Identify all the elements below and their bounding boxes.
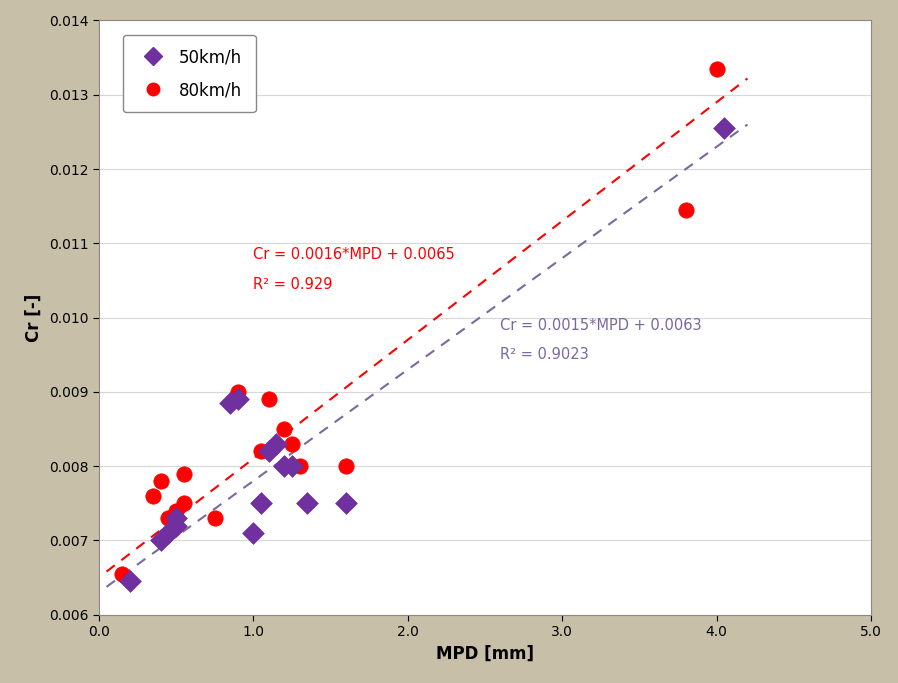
Text: Cr = 0.0015*MPD + 0.0063: Cr = 0.0015*MPD + 0.0063 [500, 318, 702, 333]
50km/h [718, 123, 732, 134]
50km/h [231, 394, 245, 405]
50km/h [269, 438, 284, 449]
80km/h [169, 505, 183, 516]
80km/h [293, 461, 307, 472]
50km/h [285, 461, 299, 472]
80km/h [679, 204, 693, 215]
50km/h [246, 527, 260, 538]
50km/h [154, 535, 168, 546]
50km/h [277, 461, 291, 472]
50km/h [122, 576, 136, 587]
Text: R² = 0.929: R² = 0.929 [253, 277, 333, 292]
Y-axis label: Cr [-]: Cr [-] [25, 294, 43, 342]
X-axis label: MPD [mm]: MPD [mm] [436, 645, 534, 663]
50km/h [300, 498, 314, 509]
50km/h [169, 520, 183, 531]
80km/h [254, 446, 269, 457]
80km/h [709, 64, 724, 74]
50km/h [161, 527, 175, 538]
80km/h [207, 513, 222, 524]
80km/h [277, 423, 291, 434]
80km/h [145, 490, 160, 501]
80km/h [161, 513, 175, 524]
Legend: 50km/h, 80km/h: 50km/h, 80km/h [122, 35, 256, 113]
50km/h [223, 398, 237, 408]
80km/h [115, 568, 129, 579]
80km/h [177, 468, 191, 479]
Text: R² = 0.9023: R² = 0.9023 [500, 347, 589, 362]
50km/h [339, 498, 353, 509]
50km/h [169, 513, 183, 524]
50km/h [261, 446, 276, 457]
50km/h [254, 498, 269, 509]
80km/h [177, 498, 191, 509]
Text: Cr = 0.0016*MPD + 0.0065: Cr = 0.0016*MPD + 0.0065 [253, 247, 455, 262]
80km/h [154, 475, 168, 486]
80km/h [231, 387, 245, 398]
80km/h [339, 461, 353, 472]
80km/h [261, 394, 276, 405]
80km/h [285, 438, 299, 449]
